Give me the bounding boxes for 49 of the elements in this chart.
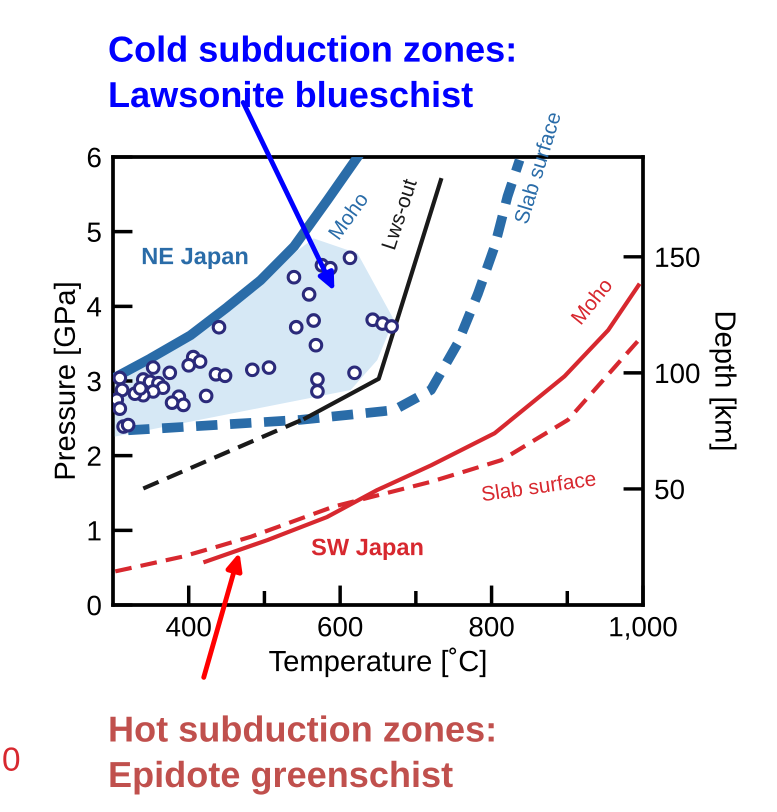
annotation: NE Japan <box>142 248 248 270</box>
x-axis-title: Temperature [˚C] <box>269 648 486 678</box>
y-tick-label: 3 <box>88 372 101 392</box>
point <box>192 354 208 369</box>
point <box>262 360 276 375</box>
y-tick-label: 1 <box>88 521 101 540</box>
point <box>198 388 214 404</box>
point <box>347 365 362 380</box>
point <box>288 320 304 335</box>
y-tick-label: 2 <box>88 446 100 466</box>
x-tick-label: 600 <box>318 616 362 637</box>
point <box>162 365 178 380</box>
x-tick-label: 1,000 <box>610 616 677 640</box>
point <box>310 384 325 399</box>
point <box>310 372 325 387</box>
point <box>212 320 226 335</box>
point <box>132 381 148 396</box>
point <box>120 418 136 432</box>
text: Hot subduction zones: Epidote greenschist <box>110 715 494 795</box>
text: 0 <box>3 747 20 771</box>
point <box>218 368 232 384</box>
point <box>342 250 358 266</box>
y2-tick-label: 50 <box>655 480 684 500</box>
y-tick-label: 5 <box>88 222 101 242</box>
point <box>146 360 160 375</box>
y-axis-title: Pressure [GPa] <box>54 283 81 478</box>
y2-axis-title: Depth [km] <box>709 312 737 450</box>
x-tick-label: 400 <box>166 616 211 637</box>
point <box>113 401 128 416</box>
annotation: SW Japan <box>312 538 422 560</box>
x-tick-label: 800 <box>470 616 514 637</box>
point <box>244 362 260 378</box>
text: Slab surface <box>481 470 596 502</box>
point <box>384 319 399 334</box>
point <box>181 358 196 373</box>
point <box>308 338 324 352</box>
point <box>306 313 321 328</box>
y2-tick-label: 100 <box>656 364 700 384</box>
text: Slab surface <box>513 110 562 224</box>
y2-tick-label: 150 <box>656 247 700 268</box>
point <box>176 398 191 412</box>
point <box>164 395 180 410</box>
y-tick-label: 6 <box>88 148 101 168</box>
point <box>113 370 128 386</box>
point <box>286 270 302 285</box>
point <box>302 287 316 302</box>
chart-title: Cold subduction zones: Lawsonite blueschist <box>109 35 514 108</box>
y-tick-label: 4 <box>87 297 102 316</box>
y-tick-label: 0 <box>88 596 101 616</box>
